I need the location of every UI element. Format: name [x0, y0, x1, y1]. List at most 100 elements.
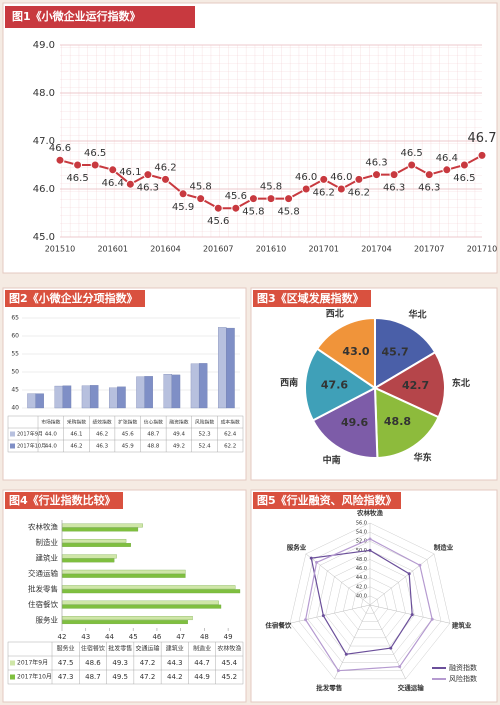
y-tick-label: 45: [11, 387, 19, 394]
table-cell: 45.2: [222, 673, 238, 681]
axis: [369, 604, 450, 624]
data-label: 46.7: [468, 131, 497, 146]
table-cell: 46.2: [70, 444, 82, 450]
grid-line: [298, 531, 442, 671]
point: [266, 194, 276, 204]
table-cell: 45.9: [122, 444, 135, 450]
legend-label: 2017年10月: [17, 443, 46, 450]
table-header: 成本指数: [221, 419, 240, 426]
point: [319, 174, 329, 184]
axis-label: 批发零售: [316, 683, 342, 692]
table-header: 绩效指数: [92, 419, 111, 426]
table-cell: 47.2: [140, 659, 156, 667]
axis-label: 农林牧渔: [356, 508, 384, 517]
table-cell: 48.8: [147, 444, 160, 450]
table-cell: 46.3: [96, 444, 109, 450]
point: [407, 572, 411, 576]
point: [304, 618, 308, 622]
point: [336, 184, 346, 194]
grid-line: [351, 586, 389, 622]
y-tick-label: 46.0: [33, 184, 55, 195]
axis-label: 交通运输: [398, 683, 425, 692]
table-cell: 46.2: [96, 432, 108, 438]
category-label: 东北: [452, 377, 470, 389]
grid-line: [289, 522, 451, 680]
y-tick-label: 45.0: [33, 232, 55, 243]
table-cell: 44.2: [167, 673, 183, 681]
category-label: 西北: [326, 307, 344, 319]
bar: [61, 589, 241, 594]
bar: [61, 569, 186, 574]
x-tick-label: 49: [224, 633, 233, 641]
x-tick-label: 201701: [308, 245, 339, 254]
legend-label: 融资指数: [449, 663, 477, 672]
bar: [81, 385, 91, 409]
bar: [35, 393, 44, 409]
legend-label: 2017年9月: [17, 659, 48, 667]
y-tick-label: 服务业: [36, 614, 59, 624]
bar: [61, 538, 127, 543]
slice: [373, 386, 440, 459]
y-tick-label: 50: [11, 369, 19, 376]
data-label: 47.6: [321, 379, 348, 392]
x-tick-label: 201707: [414, 245, 445, 254]
table-header: 扩张指数: [118, 419, 137, 426]
table-cell: 44.9: [194, 673, 210, 681]
point: [368, 537, 372, 541]
bar: [89, 385, 99, 409]
grid-line: [343, 577, 397, 630]
series-line: [310, 549, 413, 655]
table-header: 农林牧渔: [217, 645, 241, 653]
data-label: 46.0: [330, 172, 352, 183]
point: [108, 165, 118, 175]
legend-label: 2017年10月: [17, 673, 52, 681]
point: [90, 160, 100, 170]
bar: [61, 554, 117, 559]
chart-title: 图1《小微企业运行指数》: [12, 9, 141, 23]
panel: [250, 489, 498, 703]
y-tick-label: 48.0: [33, 88, 55, 99]
data-label: 45.8: [242, 207, 264, 218]
r-tick-label: 40.0: [356, 593, 367, 599]
axis: [334, 604, 371, 679]
bar: [61, 523, 143, 528]
data-label: 46.2: [348, 187, 370, 198]
header: [5, 6, 195, 28]
table-cell: 48.7: [85, 673, 101, 681]
y-tick-label: 交通运输: [28, 568, 58, 578]
bar: [109, 387, 118, 409]
point: [336, 669, 340, 673]
table: [7, 415, 244, 453]
bar: [226, 327, 235, 409]
bar: [218, 327, 227, 409]
table-cell: 49.4: [173, 432, 186, 438]
table-cell: 44.0: [45, 432, 58, 438]
x-tick-label: 45: [129, 633, 138, 641]
axis-label: 住宿餐饮: [265, 620, 292, 629]
table-header: 融资指数: [169, 419, 188, 426]
y-tick-label: 批发零售: [28, 583, 58, 593]
x-tick-label: 42: [58, 633, 67, 641]
slice: [372, 350, 446, 419]
y-tick-label: 47.0: [33, 136, 55, 147]
bar: [61, 616, 193, 621]
legend-swatch: [10, 431, 15, 437]
r-tick-label: 42.0: [356, 584, 367, 590]
table-cell: 48.6: [85, 659, 101, 667]
x-tick-label: 201710: [467, 245, 498, 254]
x-tick-label: 201704: [361, 245, 392, 254]
r-tick-label: 44.0: [356, 575, 367, 581]
r-tick-label: 46.0: [356, 566, 367, 572]
point: [430, 617, 434, 621]
table-cell: 52.3: [198, 432, 211, 438]
chart-title: 图4《行业指数比较》: [9, 493, 116, 507]
bar: [171, 374, 181, 409]
table-cell: 49.5: [112, 673, 128, 681]
table-header: 建筑业: [166, 645, 184, 653]
series-line: [304, 538, 433, 672]
y-tick-label: 制造业: [36, 537, 59, 547]
table-cell: 47.5: [58, 659, 74, 667]
category-label: 华北: [409, 309, 427, 321]
axis-label: 服务业: [287, 543, 307, 552]
table-cell: 46.1: [70, 432, 82, 438]
